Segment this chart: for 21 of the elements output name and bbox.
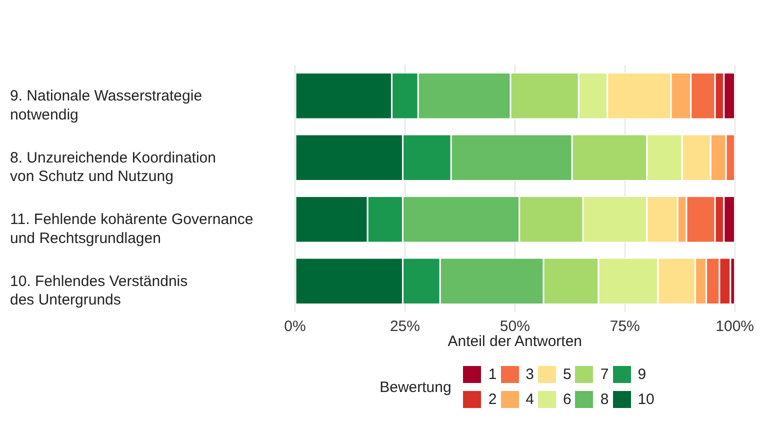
y-tick-label: 11. Fehlende kohärente Governance und Rechtsgrundlagen: [10, 211, 254, 247]
x-tick-label: 50%: [500, 318, 530, 336]
legend-label: 4: [526, 391, 534, 408]
legend-label: 9: [638, 366, 646, 383]
legend-label: 1: [488, 366, 497, 383]
y-tick-label: 9. Nationale Wasserstrategie notwendig: [10, 88, 202, 124]
legend-label: 5: [563, 366, 572, 383]
legend-label: 3: [526, 366, 534, 383]
y-tick-label: 8. Unzureichende Koordination von Schutz und Nutzung: [10, 149, 216, 186]
x-tick-label: 0%: [284, 318, 306, 336]
legend-label: 7: [600, 366, 609, 383]
legend-label: 6: [563, 391, 572, 408]
x-axis-title: Anteil der Antworten: [448, 333, 582, 350]
x-tick-label: 25%: [390, 318, 420, 336]
legend-label: 2: [488, 391, 497, 408]
legend-title: Bewertung: [380, 378, 452, 396]
legend-label: 8: [600, 391, 609, 408]
x-tick-label: 100%: [716, 318, 754, 336]
legend-label: 10: [638, 391, 654, 408]
x-tick-label: 75%: [610, 318, 640, 336]
y-tick-label: 10. Fehlendes Verständnis des Untergrunds: [10, 272, 188, 309]
